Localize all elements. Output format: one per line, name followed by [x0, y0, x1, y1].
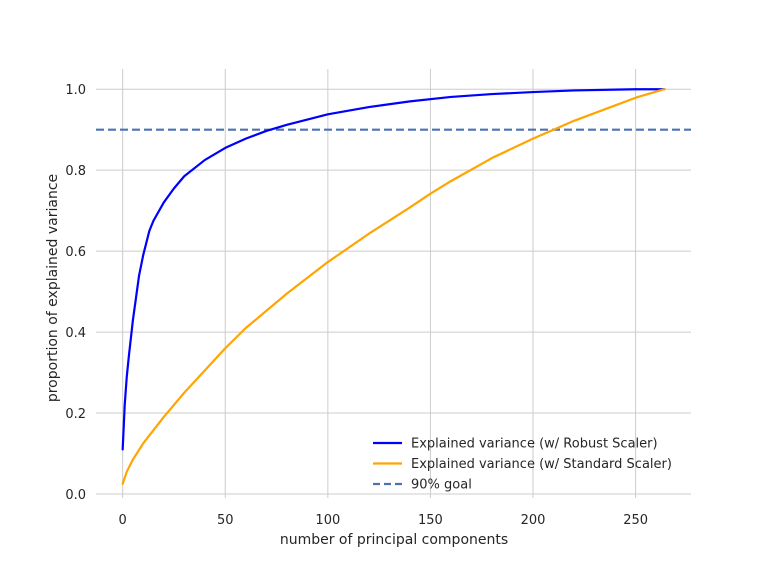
y-tick-label: 0.6 — [65, 245, 86, 260]
y-tick-label: 0.0 — [65, 488, 86, 503]
axes: 0 50 100 150 200 250 0.0 0.2 0.4 0.6 0.8 1.0 — [65, 83, 648, 528]
x-tick-label: 50 — [217, 513, 234, 528]
legend-label: Explained variance (w/ Robust Scaler) — [411, 437, 658, 452]
x-tick-label: 250 — [623, 513, 648, 528]
y-axis-label: proportion of explained variance — [45, 174, 61, 402]
standard-scaler-line — [121, 88, 666, 485]
x-axis-label: number of principal components — [280, 532, 508, 548]
robust-scaler-line — [121, 88, 666, 451]
x-tick-label: 150 — [418, 513, 443, 528]
legend-label: Explained variance (w/ Standard Scaler) — [411, 457, 672, 472]
legend-label: 90% goal — [411, 478, 472, 493]
y-tick-label: 0.2 — [65, 407, 86, 422]
legend: Explained variance (w/ Robust Scaler) Exp… — [373, 437, 672, 493]
x-tick-label: 200 — [521, 513, 546, 528]
x-tick-label: 0 — [119, 513, 127, 528]
y-tick-label: 0.8 — [65, 164, 86, 179]
y-tick-label: 1.0 — [65, 83, 86, 98]
y-tick-label: 0.4 — [65, 326, 86, 341]
grid — [96, 69, 691, 498]
x-tick-label: 100 — [315, 513, 340, 528]
series-lines — [121, 88, 666, 485]
